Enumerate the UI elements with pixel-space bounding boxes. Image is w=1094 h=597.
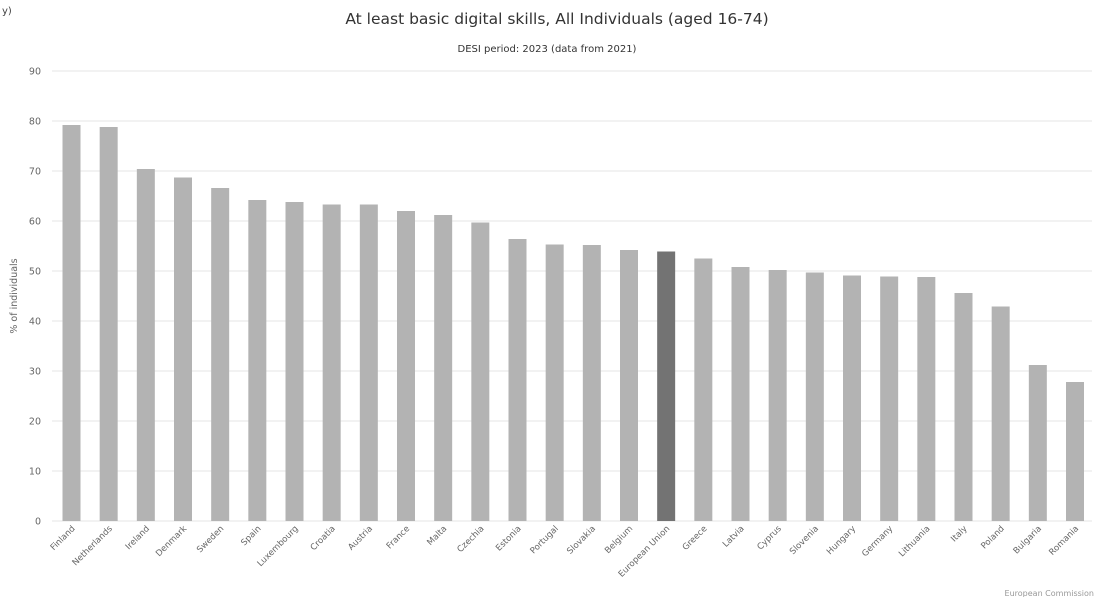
bar-estonia[interactable] — [508, 239, 527, 521]
bar-slovenia[interactable] — [805, 272, 824, 522]
x-tick-label: Malta — [425, 524, 449, 548]
x-tick-label: Croatia — [309, 524, 338, 553]
bar-netherlands[interactable] — [99, 127, 118, 521]
x-tick-label: Italy — [949, 524, 969, 544]
x-tick-label: Finland — [49, 524, 78, 553]
bar-poland[interactable] — [991, 306, 1010, 522]
x-tick-label: Denmark — [154, 524, 189, 559]
bar-ireland[interactable] — [136, 169, 155, 521]
bar-luxembourg[interactable] — [285, 202, 304, 521]
x-tick-label: Spain — [239, 524, 263, 548]
x-tick-label: Sweden — [195, 524, 226, 555]
y-tick-label: 20 — [29, 417, 41, 428]
y-tick-label: 10 — [29, 467, 41, 478]
bar-spain[interactable] — [248, 200, 267, 521]
x-tick-label: Lithuania — [897, 524, 932, 559]
bar-belgium[interactable] — [620, 250, 638, 521]
y-tick-label: 30 — [29, 367, 41, 378]
x-tick-label: Latvia — [721, 524, 747, 550]
x-tick-label: Belgium — [603, 524, 635, 556]
x-tick-label: Slovenia — [788, 524, 821, 557]
x-tick-label: Romania — [1047, 524, 1081, 558]
y-tick-label: 70 — [29, 167, 41, 178]
x-tick-label: France — [385, 524, 412, 551]
bar-denmark[interactable] — [174, 177, 192, 522]
x-tick-label: Czechia — [456, 524, 487, 555]
bar-france[interactable] — [397, 211, 415, 521]
bar-finland[interactable] — [62, 125, 81, 521]
bar-austria[interactable] — [359, 204, 378, 522]
bar-latvia[interactable] — [731, 267, 750, 521]
x-tick-label: Bulgaria — [1012, 524, 1044, 556]
x-tick-label: Poland — [979, 524, 1006, 551]
y-axis-ticks: 0 10 20 30 40 50 60 70 80 90 — [29, 67, 41, 528]
bar-italy[interactable] — [954, 293, 973, 521]
bar-sweden[interactable] — [211, 188, 230, 521]
y-tick-label: 40 — [29, 317, 41, 328]
y-tick-label: 80 — [29, 117, 41, 128]
x-tick-label: Greece — [681, 524, 710, 553]
bar-european-union[interactable] — [657, 251, 676, 522]
chart-subtitle: DESI period: 2023 (data from 2021) — [458, 44, 637, 55]
x-tick-label: Ireland — [124, 524, 152, 552]
gridlines — [52, 70, 1092, 522]
bar-romania[interactable] — [1066, 382, 1084, 521]
bar-croatia[interactable] — [322, 204, 341, 522]
bar-slovakia[interactable] — [582, 245, 601, 521]
x-tick-label: Austria — [346, 524, 375, 553]
bar-hungary[interactable] — [843, 275, 861, 522]
bar-greece[interactable] — [694, 258, 713, 522]
y-axis-label: % of individuals — [9, 258, 20, 333]
x-tick-label: Portugal — [529, 524, 561, 556]
x-tick-label: Germany — [860, 524, 895, 559]
y-tick-label: 60 — [29, 217, 41, 228]
bars — [62, 125, 1084, 522]
bar-germany[interactable] — [880, 276, 899, 522]
bar-lithuania[interactable] — [917, 277, 936, 521]
corner-mark: y) — [2, 6, 12, 17]
x-tick-label: Estonia — [494, 524, 523, 553]
y-tick-label: 90 — [29, 67, 41, 78]
x-tick-label: Netherlands — [71, 524, 115, 568]
bar-czechia[interactable] — [471, 222, 490, 522]
credit-text: European Commission — [1005, 589, 1094, 597]
bar-cyprus[interactable] — [768, 270, 787, 521]
bar-portugal[interactable] — [545, 244, 564, 522]
bar-malta[interactable] — [434, 215, 453, 521]
x-tick-label: Hungary — [825, 524, 858, 557]
y-tick-label: 50 — [29, 267, 41, 278]
x-tick-label: Cyprus — [756, 524, 785, 553]
chart-title: At least basic digital skills, All Indiv… — [345, 10, 768, 28]
y-tick-label: 0 — [35, 517, 41, 528]
bar-bulgaria[interactable] — [1028, 365, 1047, 521]
x-tick-label: Slovakia — [565, 524, 598, 557]
